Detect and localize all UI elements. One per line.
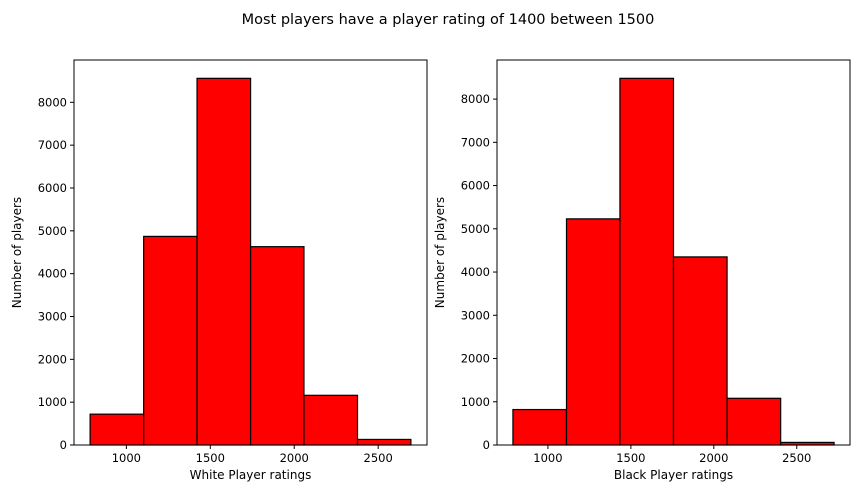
figure-title: Most players have a player rating of 140… <box>242 12 655 28</box>
y-tick-label: 4000 <box>461 265 490 279</box>
bar-1 <box>512 408 568 446</box>
bar-4 <box>672 256 728 446</box>
y-tick-label: 6000 <box>38 181 67 195</box>
y-tick-label: 1000 <box>38 395 67 409</box>
bar-4 <box>249 246 305 446</box>
axes-frame <box>73 59 428 446</box>
bar-1 <box>89 413 145 446</box>
chart-white-ratings: 1000 1500 2000 2500 0 1000 2000 3000 4000 5000 600… <box>10 59 428 482</box>
bar-3 <box>619 77 675 446</box>
y-tick-label: 7000 <box>38 138 67 152</box>
x-tick-label: 1000 <box>533 451 562 465</box>
y-tick-label: 3000 <box>461 308 490 322</box>
bar-2 <box>565 218 621 446</box>
bar-6 <box>356 438 412 446</box>
y-tick-label: 8000 <box>461 92 490 106</box>
x-axis-label: White Player ratings <box>190 468 312 482</box>
bar-3 <box>196 77 252 446</box>
x-tick-label: 2500 <box>364 451 393 465</box>
y-tick-label: 2000 <box>38 352 67 366</box>
x-axis-label: Black Player ratings <box>614 468 733 482</box>
x-tick-label: 2500 <box>782 451 811 465</box>
x-tick-label: 1500 <box>196 451 225 465</box>
x-tick-label: 1500 <box>616 451 645 465</box>
x-tick-label: 2000 <box>699 451 728 465</box>
y-tick-label: 3000 <box>38 309 67 323</box>
y-tick-label: 6000 <box>461 179 490 193</box>
y-tick-label: 0 <box>60 438 67 452</box>
chart-black-ratings: 1000 1500 2000 2500 0 1000 2000 3000 4000 5000 600… <box>433 59 851 482</box>
y-tick-label: 2000 <box>461 352 490 366</box>
bar-5 <box>303 394 359 446</box>
bar-5 <box>726 397 782 446</box>
y-axis-label: Number of players <box>10 197 24 308</box>
y-tick-label: 8000 <box>38 95 67 109</box>
axes-frame <box>496 59 851 446</box>
y-tick-label: 5000 <box>38 224 67 238</box>
y-tick-label: 5000 <box>461 222 490 236</box>
x-tick-label: 2000 <box>280 451 309 465</box>
y-axis-label: Number of players <box>433 197 447 308</box>
y-tick-label: 4000 <box>38 267 67 281</box>
bar-2 <box>143 235 198 446</box>
x-tick-label: 1000 <box>112 451 141 465</box>
y-tick-label: 1000 <box>461 395 490 409</box>
y-tick-label: 0 <box>483 438 490 452</box>
y-tick-label: 7000 <box>461 135 490 149</box>
